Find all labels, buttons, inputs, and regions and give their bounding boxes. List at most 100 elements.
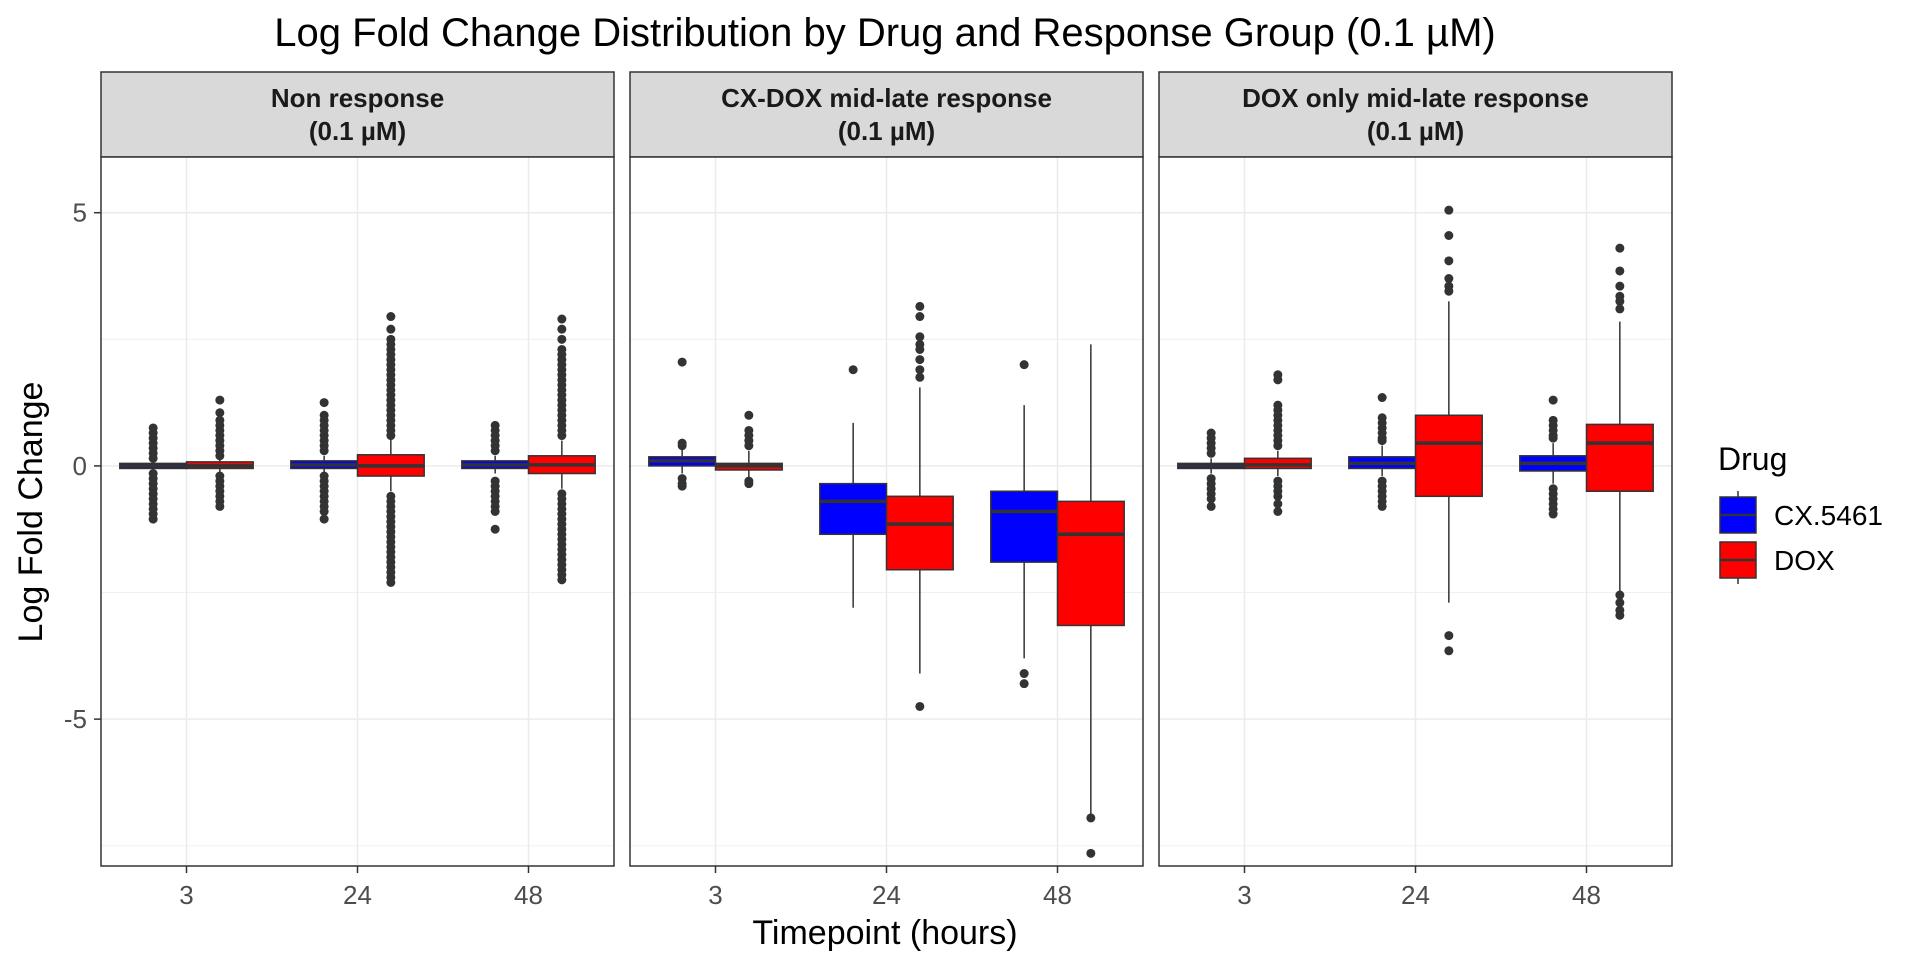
box-body xyxy=(990,490,1059,563)
legend-label-dox: DOX xyxy=(1774,545,1835,576)
facet-panel-3: DOX only mid-late response(0.1 µM) 3 24 48 xyxy=(1158,71,1673,910)
outlier-point xyxy=(557,314,567,324)
outlier-point xyxy=(215,408,225,418)
x-tick-label: 24 xyxy=(343,880,372,910)
facet-strip xyxy=(629,71,1144,158)
box-body xyxy=(819,482,888,536)
outlier-point xyxy=(1273,375,1283,385)
outlier-point xyxy=(1206,448,1216,458)
box-body xyxy=(1585,423,1654,492)
box-dox-3h xyxy=(714,410,783,489)
legend-title: Drug xyxy=(1718,441,1787,477)
outlier-point xyxy=(1086,813,1096,823)
outlier-point xyxy=(215,501,225,511)
outlier-point xyxy=(490,507,500,516)
outlier-point xyxy=(490,446,500,456)
outlier-point xyxy=(1019,360,1029,370)
outlier-point xyxy=(915,312,925,322)
outlier-point xyxy=(915,332,925,342)
outlier-point xyxy=(677,357,687,367)
outlier-point xyxy=(386,577,396,587)
outlier-point xyxy=(1615,243,1625,253)
y-axis: 5 0 -5 xyxy=(64,198,101,734)
outlier-point xyxy=(915,301,925,311)
outlier-point xyxy=(1019,669,1029,679)
outlier-point xyxy=(1273,499,1283,509)
outlier-point xyxy=(744,479,754,489)
x-tick-label: 48 xyxy=(514,880,543,910)
outlier-point xyxy=(1615,590,1625,600)
outlier-point xyxy=(848,365,858,375)
outlier-point xyxy=(1615,296,1625,306)
outlier-point xyxy=(1444,230,1454,240)
x-tick-label: 24 xyxy=(1401,880,1430,910)
facet-strip xyxy=(1158,71,1673,158)
x-tick-label: 3 xyxy=(1237,880,1251,910)
outlier-point xyxy=(1377,501,1387,511)
outlier-point xyxy=(557,431,567,441)
box-dox-3h xyxy=(1243,370,1312,516)
outlier-point xyxy=(1444,274,1454,284)
outlier-point xyxy=(1377,393,1387,403)
outlier-point xyxy=(915,355,925,365)
x-axis-title: Timepoint (hours) xyxy=(752,914,1017,952)
outlier-point xyxy=(386,431,396,441)
outlier-point xyxy=(1615,598,1625,608)
outlier-point xyxy=(677,481,687,491)
y-tick-label: 5 xyxy=(73,198,87,228)
x-tick-label: 48 xyxy=(1572,880,1601,910)
box-dox-24h xyxy=(1414,205,1483,656)
outlier-point xyxy=(1377,436,1387,446)
outlier-point xyxy=(319,507,329,516)
chart-title: Log Fold Change Distribution by Drug and… xyxy=(274,11,1495,55)
x-tick-label: 24 xyxy=(872,880,901,910)
outlier-point xyxy=(915,344,925,354)
box-dox-48h xyxy=(527,314,596,585)
outlier-point xyxy=(1444,631,1454,641)
box-body xyxy=(1414,414,1483,498)
box-dox-48h xyxy=(1056,344,1125,858)
outlier-point xyxy=(1273,441,1283,451)
box-cx5461-48h xyxy=(990,360,1059,689)
legend: Drug CX.5461 DOX xyxy=(1718,441,1883,584)
outlier-point xyxy=(1444,205,1454,215)
y-tick-label: 0 xyxy=(73,451,87,481)
outlier-point xyxy=(215,395,225,405)
outlier-point xyxy=(386,312,396,322)
box-body xyxy=(885,495,954,571)
outlier-point xyxy=(1444,646,1454,656)
box-body xyxy=(1056,500,1125,627)
outlier-point xyxy=(744,410,754,420)
box-cx5461-3h xyxy=(119,423,188,524)
outlier-point xyxy=(1444,256,1454,266)
outlier-point xyxy=(1615,610,1625,620)
facet-label-line2: (0.1 µM) xyxy=(309,116,406,146)
outlier-point xyxy=(1548,433,1558,443)
outlier-point xyxy=(1273,507,1283,516)
outlier-point xyxy=(319,446,329,456)
outlier-point xyxy=(148,453,158,463)
facet-label-line1: CX-DOX mid-late response xyxy=(721,83,1052,113)
legend-label-cx5461: CX.5461 xyxy=(1774,500,1883,531)
box-cx5461-48h xyxy=(461,420,530,534)
outlier-point xyxy=(1548,509,1558,519)
facet-label-line1: DOX only mid-late response xyxy=(1242,83,1589,113)
outlier-point xyxy=(677,441,687,451)
outlier-point xyxy=(1019,679,1029,689)
outlier-point xyxy=(215,451,225,461)
facet-panel-2: CX-DOX mid-late response(0.1 µM) 3 24 48 xyxy=(629,71,1144,910)
box-dox-48h xyxy=(1585,243,1654,620)
facet-strip xyxy=(100,71,615,158)
outlier-point xyxy=(319,514,329,524)
legend-item-dox: DOX xyxy=(1719,541,1835,584)
facet-panel-1: Non response(0.1 µM) 3 24 48 xyxy=(100,71,615,910)
outlier-point xyxy=(1615,304,1625,314)
facet-label-line2: (0.1 µM) xyxy=(1367,116,1464,146)
x-tick-label: 48 xyxy=(1043,880,1072,910)
outlier-point xyxy=(915,365,925,375)
outlier-point xyxy=(319,398,329,408)
outlier-point xyxy=(1206,494,1216,504)
outlier-point xyxy=(1548,395,1558,405)
